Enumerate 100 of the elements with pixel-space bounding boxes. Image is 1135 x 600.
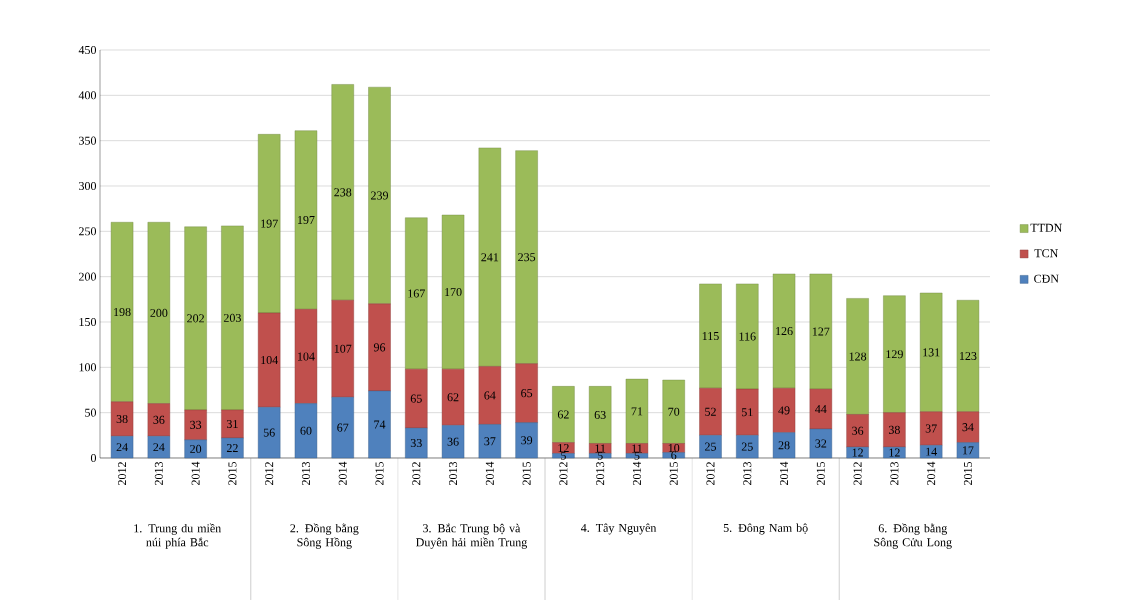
- data-label: 104: [261, 355, 278, 365]
- y-tick-label: 200: [79, 272, 97, 281]
- data-label: 131: [923, 348, 940, 357]
- data-label: 62: [447, 393, 459, 402]
- data-label: 28: [778, 441, 790, 450]
- data-label: 44: [815, 404, 827, 413]
- data-label: 67: [337, 423, 349, 432]
- data-label: 36: [153, 415, 165, 424]
- y-tick-label: 300: [79, 181, 97, 190]
- data-label: 11: [595, 444, 606, 453]
- data-label: 62: [557, 410, 569, 419]
- y-tick-label: 350: [79, 136, 97, 145]
- x-tick-label: 2012: [118, 462, 127, 485]
- x-tick-label: 2013: [743, 461, 752, 485]
- data-label: 200: [150, 308, 168, 317]
- data-label: 32: [815, 439, 827, 448]
- data-label: 20: [190, 444, 202, 453]
- data-label: 33: [190, 420, 202, 429]
- data-label: 123: [959, 351, 977, 360]
- x-tick-label: 2012: [412, 462, 421, 485]
- data-label: 36: [447, 437, 459, 446]
- x-tick-label: 2015: [816, 461, 825, 485]
- x-tick-label: 2015: [522, 461, 531, 485]
- data-label: 60: [300, 426, 312, 435]
- text: 5. Đông Nam bộ: [723, 523, 808, 535]
- data-label: 22: [226, 443, 238, 452]
- data-label: 203: [223, 313, 241, 322]
- data-label: 202: [187, 314, 204, 323]
- y-tick-label: 250: [79, 227, 97, 236]
- data-label: 5: [634, 451, 640, 460]
- data-label: 33: [410, 438, 422, 447]
- data-label: 65: [410, 394, 422, 403]
- text: 1. Trung du miền núi phía Bắc: [134, 523, 222, 549]
- data-label: 64: [484, 391, 496, 400]
- legend-label: TTDN: [1030, 223, 1063, 232]
- x-tick-label: 2015: [228, 461, 237, 485]
- data-label: 74: [374, 420, 386, 429]
- data-label: 127: [812, 327, 830, 336]
- x-tick-label: 2015: [375, 461, 384, 485]
- data-label: 49: [778, 406, 790, 415]
- data-label: 241: [481, 253, 499, 262]
- data-label: 36: [852, 426, 864, 435]
- data-label: 107: [334, 344, 352, 353]
- data-label: 167: [408, 289, 425, 298]
- data-label: 38: [888, 425, 900, 434]
- x-tick-label: 2013: [154, 461, 163, 485]
- x-tick-label: 2014: [338, 461, 347, 485]
- data-label: 37: [484, 437, 496, 446]
- legend-label: CĐN: [1034, 274, 1059, 283]
- x-tick-label: 2015: [963, 461, 972, 485]
- x-tick-label: 2013: [449, 461, 458, 485]
- x-tick-label: 2013: [301, 461, 310, 485]
- x-tick-label: 2012: [559, 462, 568, 485]
- data-label: 126: [776, 326, 793, 335]
- data-label: 6: [671, 451, 677, 460]
- data-label: 71: [631, 407, 643, 416]
- text: 3. Bắc Trung bộ và Duyên hải miền Trung: [416, 523, 528, 549]
- data-label: 24: [153, 443, 165, 451]
- x-tick-label: 2014: [485, 461, 494, 485]
- y-tick-label: 50: [85, 408, 97, 417]
- data-label: 116: [739, 332, 756, 341]
- data-label: 24: [116, 443, 128, 451]
- x-tick-label: 2014: [927, 461, 936, 485]
- data-label: 65: [521, 389, 533, 398]
- y-tick-label: 100: [79, 363, 97, 372]
- data-label: 14: [926, 447, 937, 456]
- y-tick-label: 400: [78, 91, 97, 100]
- data-label: 239: [371, 191, 389, 200]
- data-label: 70: [668, 407, 680, 416]
- data-label: 96: [373, 343, 386, 352]
- data-label: 39: [521, 436, 533, 445]
- text: 2. Đồng bằng Sông Hồng: [290, 523, 359, 549]
- y-tick-label: 150: [79, 317, 97, 326]
- data-label: 104: [298, 352, 315, 361]
- data-label: 10: [668, 443, 680, 452]
- y-tick-label: 0: [90, 453, 97, 462]
- data-label: 38: [116, 414, 128, 423]
- x-tick-label: 2013: [596, 461, 605, 485]
- y-tick-label: 450: [78, 45, 97, 54]
- data-label: 115: [702, 331, 719, 340]
- text: 6. Đồng bằng Sông Cửu Long: [874, 523, 952, 549]
- data-label: 12: [889, 448, 900, 457]
- data-label: 238: [334, 188, 352, 197]
- data-label: 63: [594, 410, 606, 419]
- data-label: 197: [261, 219, 278, 228]
- data-label: 198: [114, 307, 131, 316]
- data-label: 17: [962, 446, 974, 455]
- data-label: 5: [597, 451, 603, 460]
- x-tick-label: 2015: [669, 461, 678, 485]
- x-tick-label: 2014: [191, 461, 200, 485]
- data-label: 12: [852, 448, 863, 457]
- legend-label: TCN: [1034, 249, 1059, 258]
- data-label: 37: [925, 424, 937, 433]
- x-tick-label: 2013: [890, 461, 899, 485]
- data-label: 235: [518, 253, 536, 262]
- x-tick-label: 2012: [853, 462, 862, 485]
- data-label: 25: [741, 442, 753, 451]
- data-label: 197: [298, 215, 315, 224]
- data-label: 170: [445, 287, 462, 297]
- data-label: 52: [705, 407, 716, 416]
